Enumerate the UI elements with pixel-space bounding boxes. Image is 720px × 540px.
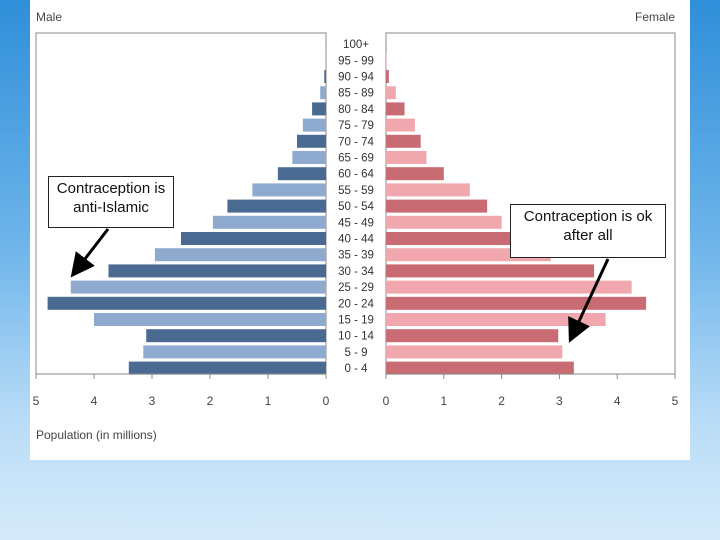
x-tick-label: 3: [149, 394, 156, 408]
bar-female-35-39: [386, 248, 551, 262]
bar-female-10-14: [386, 329, 559, 343]
bar-female-60-64: [386, 167, 444, 181]
age-label: 5 - 9: [344, 347, 367, 359]
age-label: 40 - 44: [338, 234, 374, 246]
bar-female-65-69: [386, 151, 427, 164]
bar-male-45-49: [212, 215, 326, 229]
bar-male-95-99: [325, 53, 326, 67]
x-tick-label: 2: [498, 394, 505, 408]
bar-female-30-34: [386, 264, 595, 278]
age-label: 30 - 34: [338, 266, 374, 278]
age-label: 85 - 89: [338, 88, 374, 100]
bar-male-55-59: [252, 183, 326, 197]
bar-female-45-49: [386, 215, 502, 229]
bar-female-25-29: [386, 280, 632, 294]
bar-female-85-89: [386, 86, 396, 100]
x-axis-label: Population (in millions): [36, 428, 157, 442]
x-tick-label: 5: [33, 394, 40, 408]
age-label: 50 - 54: [338, 201, 374, 213]
bar-female-40-44: [386, 232, 519, 245]
age-label: 25 - 29: [338, 282, 374, 294]
bar-female-75-79: [386, 118, 415, 132]
bar-female-20-24: [386, 296, 647, 310]
age-label: 45 - 49: [338, 217, 374, 229]
age-label: 100+: [343, 39, 369, 51]
bar-female-50-54: [386, 199, 488, 213]
bar-male-75-79: [302, 118, 326, 132]
bar-female-15-19: [386, 313, 606, 326]
legend-female: Female: [635, 10, 675, 24]
bar-male-15-19: [94, 313, 326, 326]
bar-male-65-69: [292, 151, 326, 164]
bar-male-25-29: [70, 280, 326, 294]
x-tick-label: 2: [207, 394, 214, 408]
age-label: 80 - 84: [338, 104, 374, 116]
age-label: 65 - 69: [338, 153, 374, 165]
bar-male-80-84: [312, 102, 326, 116]
age-label: 10 - 14: [338, 331, 374, 343]
bar-male-10-14: [146, 329, 326, 343]
bar-male-70-74: [297, 134, 326, 148]
x-tick-label: 1: [265, 394, 272, 408]
bar-male-20-24: [47, 296, 326, 310]
bar-male-85-89: [320, 86, 326, 100]
x-tick-label: 3: [556, 394, 563, 408]
age-label: 70 - 74: [338, 136, 374, 148]
bar-female-80-84: [386, 102, 405, 116]
bar-male-30-34: [108, 264, 326, 278]
bar-male-0-4: [128, 361, 326, 375]
age-label: 95 - 99: [338, 55, 374, 67]
age-label: 15 - 19: [338, 315, 374, 327]
bar-male-60-64: [277, 167, 326, 181]
x-tick-label: 4: [614, 394, 621, 408]
bar-female-0-4: [386, 361, 574, 375]
bar-male-40-44: [181, 232, 326, 245]
x-tick-label: 0: [383, 394, 390, 408]
bar-female-95-99: [386, 53, 387, 67]
bar-female-55-59: [386, 183, 470, 197]
age-label: 35 - 39: [338, 250, 374, 262]
bar-female-90-94: [386, 70, 389, 83]
bar-male-50-54: [227, 199, 326, 213]
age-label: 90 - 94: [338, 72, 374, 84]
bar-male-35-39: [154, 248, 326, 262]
legend-male: Male: [36, 10, 62, 24]
bar-male-5-9: [143, 345, 326, 359]
bar-female-5-9: [386, 345, 563, 359]
age-label: 55 - 59: [338, 185, 374, 197]
age-label: 20 - 24: [338, 298, 374, 310]
x-tick-label: 4: [91, 394, 98, 408]
age-label: 75 - 79: [338, 120, 374, 132]
x-tick-label: 0: [323, 394, 330, 408]
x-tick-label: 5: [672, 394, 679, 408]
x-tick-label: 1: [440, 394, 447, 408]
bar-female-70-74: [386, 134, 421, 148]
annotation-left: Contraception is anti-Islamic: [48, 176, 174, 228]
age-label: 60 - 64: [338, 169, 374, 181]
annotation-right: Contraception is ok after all: [510, 204, 666, 258]
bar-male-90-94: [324, 70, 326, 83]
age-label: 0 - 4: [344, 363, 368, 375]
